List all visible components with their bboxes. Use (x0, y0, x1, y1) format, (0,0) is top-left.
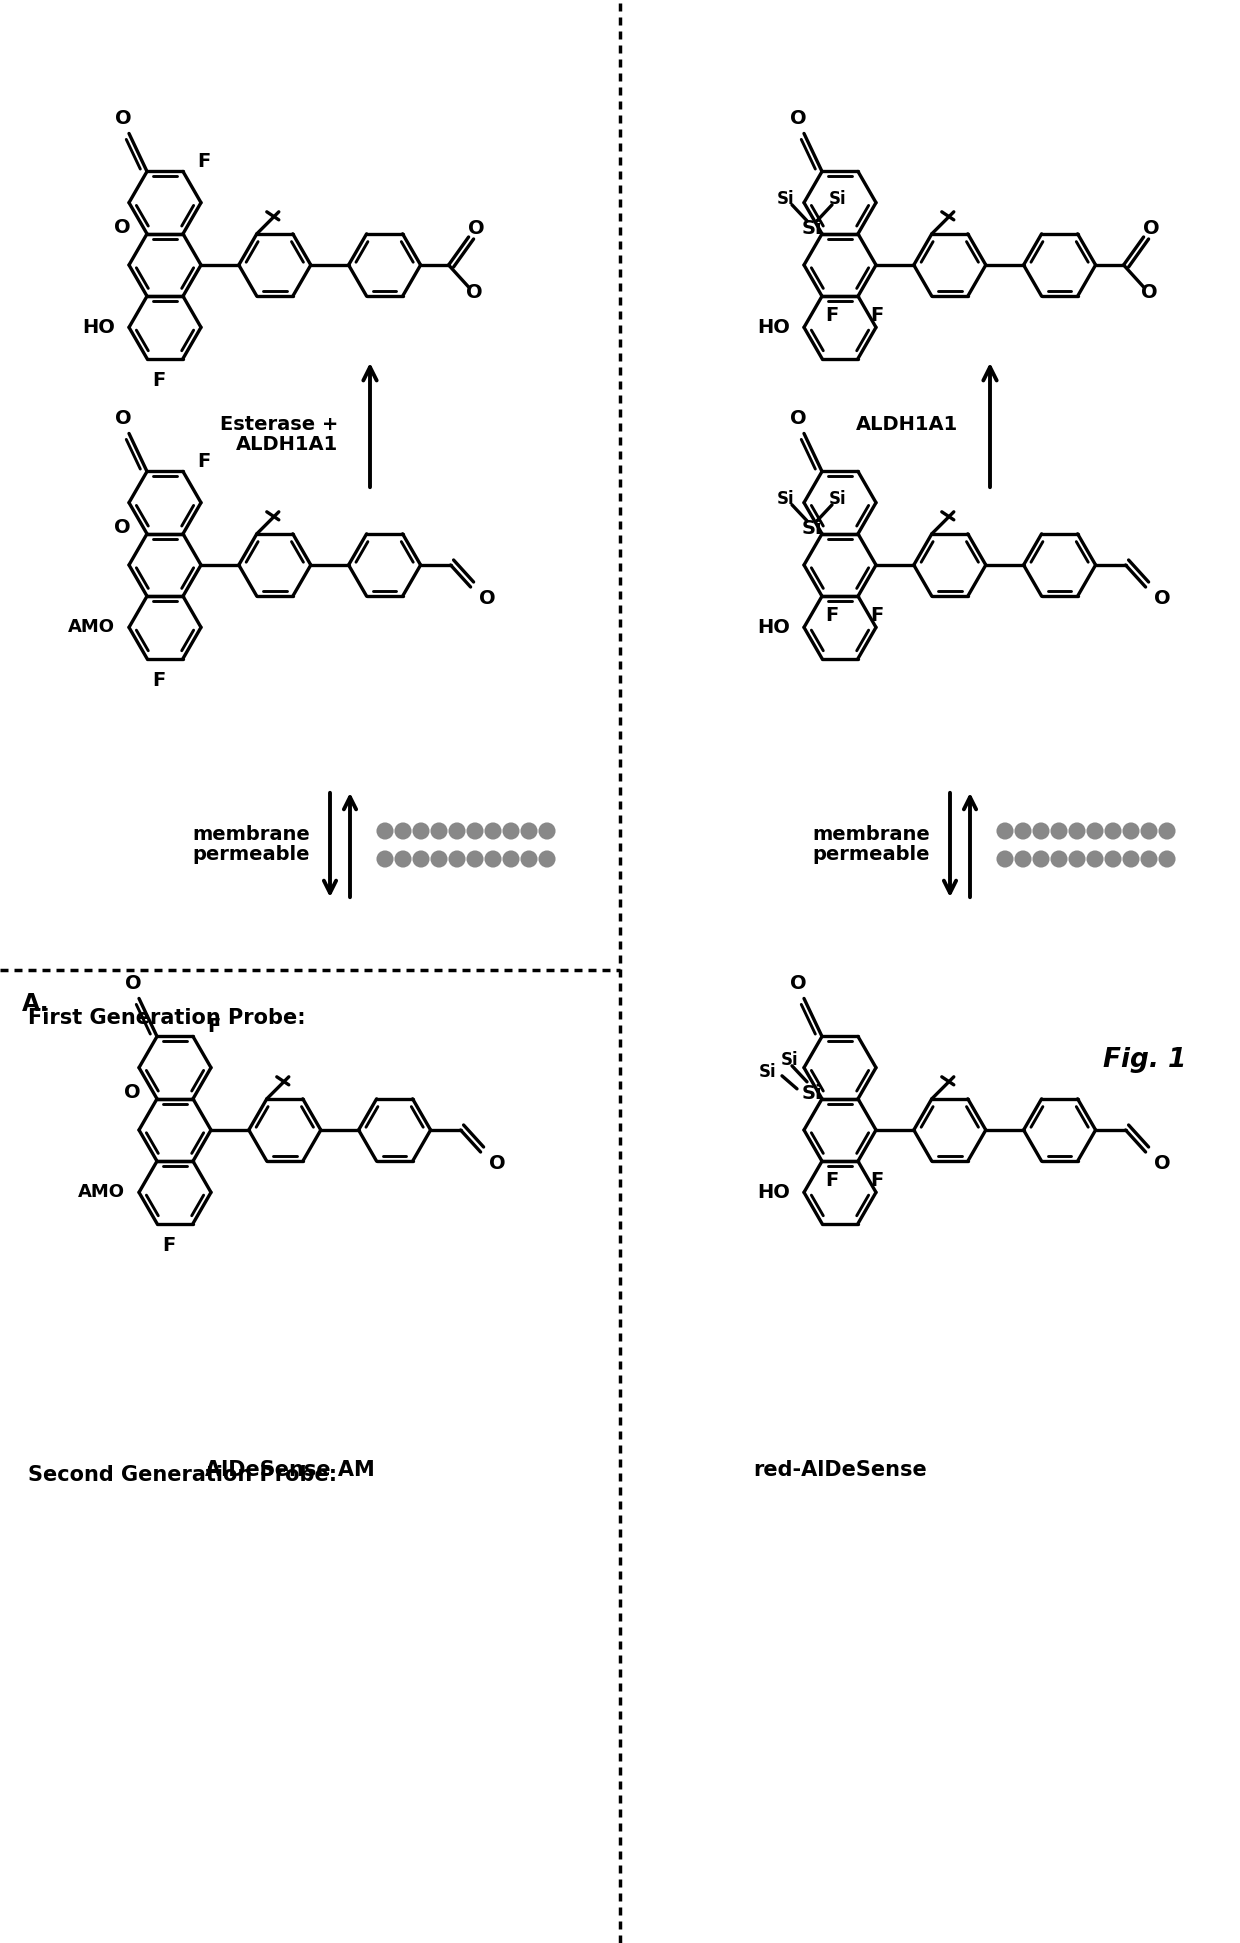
Text: AlDeSense AM: AlDeSense AM (205, 1459, 374, 1481)
Circle shape (377, 824, 393, 839)
Text: F: F (825, 1172, 838, 1191)
Text: F: F (207, 1016, 221, 1036)
Text: O: O (125, 973, 141, 993)
Circle shape (1142, 851, 1157, 867)
Circle shape (432, 824, 446, 839)
Text: F: F (197, 152, 211, 171)
Circle shape (1106, 824, 1121, 839)
Text: Si: Si (830, 490, 847, 507)
Text: First Generation Probe:: First Generation Probe: (29, 1008, 305, 1028)
Circle shape (539, 851, 554, 867)
Text: A.: A. (22, 993, 50, 1016)
Circle shape (1033, 824, 1049, 839)
Circle shape (1159, 851, 1174, 867)
Text: membrane: membrane (192, 826, 310, 845)
Text: O: O (489, 1154, 505, 1174)
Circle shape (413, 851, 429, 867)
Circle shape (1052, 851, 1066, 867)
Text: O: O (114, 218, 131, 237)
Text: Si: Si (830, 190, 847, 208)
Text: Si: Si (802, 220, 822, 239)
Text: F: F (825, 307, 838, 324)
Circle shape (1159, 824, 1174, 839)
Circle shape (467, 851, 482, 867)
Text: Si: Si (759, 1063, 776, 1080)
Circle shape (377, 851, 393, 867)
Circle shape (413, 824, 429, 839)
Text: O: O (114, 519, 131, 538)
Circle shape (1052, 824, 1066, 839)
Circle shape (1123, 851, 1138, 867)
Circle shape (1069, 824, 1085, 839)
Text: O: O (114, 109, 131, 128)
Text: AMO: AMO (78, 1183, 125, 1201)
Circle shape (539, 824, 554, 839)
Text: O: O (114, 408, 131, 427)
Text: membrane: membrane (812, 826, 930, 845)
Text: O: O (466, 284, 482, 303)
Text: O: O (790, 109, 806, 128)
Text: F: F (197, 453, 211, 470)
Circle shape (503, 851, 518, 867)
Text: F: F (153, 670, 165, 690)
Text: F: F (153, 371, 165, 389)
Circle shape (432, 851, 446, 867)
Circle shape (522, 824, 537, 839)
Text: Si: Si (802, 519, 822, 538)
Circle shape (486, 851, 501, 867)
Circle shape (503, 824, 518, 839)
Circle shape (522, 851, 537, 867)
Text: HO: HO (758, 618, 790, 637)
Circle shape (997, 851, 1013, 867)
Text: Si: Si (802, 1084, 822, 1104)
Text: O: O (790, 973, 806, 993)
Circle shape (1016, 851, 1030, 867)
Text: Second Generation Probe:: Second Generation Probe: (29, 1465, 337, 1484)
Text: HO: HO (82, 319, 115, 336)
Circle shape (396, 824, 410, 839)
Text: permeable: permeable (812, 845, 930, 865)
Text: Si: Si (777, 490, 795, 507)
Circle shape (1142, 824, 1157, 839)
Text: HO: HO (758, 1183, 790, 1203)
Circle shape (1123, 824, 1138, 839)
Text: O: O (479, 589, 495, 608)
Text: O: O (124, 1084, 141, 1102)
Circle shape (486, 824, 501, 839)
Circle shape (1033, 851, 1049, 867)
Text: Si: Si (781, 1051, 799, 1069)
Text: F: F (162, 1236, 175, 1255)
Text: F: F (870, 1172, 883, 1191)
Text: O: O (1153, 589, 1171, 608)
Text: O: O (790, 408, 806, 427)
Text: O: O (1143, 220, 1159, 239)
Circle shape (1069, 851, 1085, 867)
Circle shape (449, 824, 465, 839)
Circle shape (467, 824, 482, 839)
Circle shape (997, 824, 1013, 839)
Text: ALDH1A1: ALDH1A1 (856, 416, 959, 435)
Text: AMO: AMO (68, 618, 115, 637)
Text: O: O (1153, 1154, 1171, 1174)
Text: Si: Si (777, 190, 795, 208)
Circle shape (1106, 851, 1121, 867)
Text: F: F (870, 606, 883, 626)
Text: Fig. 1: Fig. 1 (1104, 1047, 1187, 1073)
Text: Esterase +: Esterase + (219, 416, 339, 435)
Text: HO: HO (758, 319, 790, 336)
Text: O: O (469, 220, 485, 239)
Text: F: F (825, 606, 838, 626)
Text: red-AlDeSense: red-AlDeSense (753, 1459, 926, 1481)
Circle shape (1087, 824, 1102, 839)
Circle shape (1087, 851, 1102, 867)
Text: permeable: permeable (192, 845, 310, 865)
Circle shape (396, 851, 410, 867)
Text: ALDH1A1: ALDH1A1 (236, 435, 339, 455)
Text: F: F (870, 307, 883, 324)
Text: O: O (1141, 284, 1158, 303)
Circle shape (1016, 824, 1030, 839)
Circle shape (449, 851, 465, 867)
